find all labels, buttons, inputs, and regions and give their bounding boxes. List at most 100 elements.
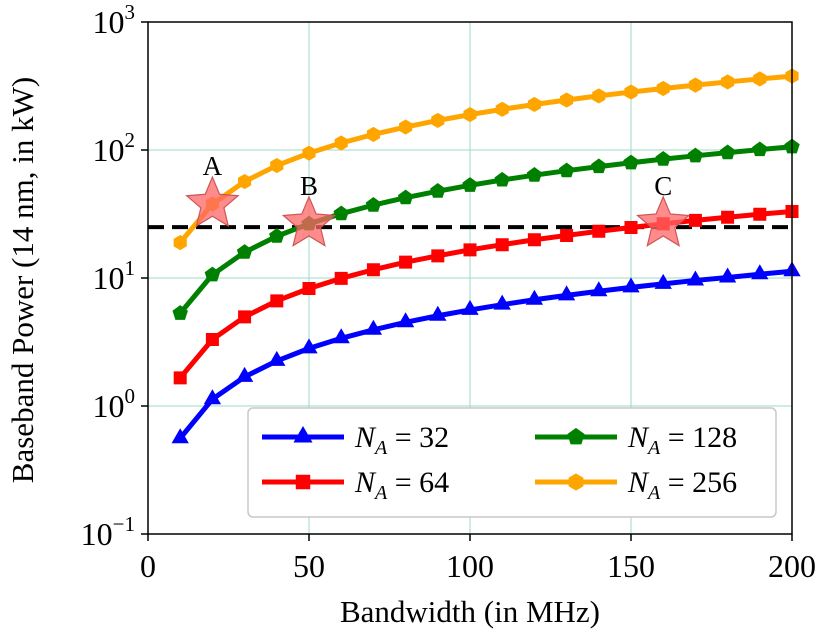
annotation-star: [185, 175, 240, 228]
legend-swatch-marker: [295, 474, 311, 490]
y-tick-label: 10−1: [81, 512, 135, 552]
data-point: [334, 271, 348, 285]
data-point: [752, 141, 768, 157]
data-point: [396, 312, 415, 328]
data-point: [364, 319, 383, 335]
data-point: [461, 299, 479, 315]
data-point: [688, 213, 702, 227]
legend-item: NA = 32: [262, 421, 449, 459]
data-point: [238, 310, 252, 324]
data-point: [268, 350, 286, 366]
legend-swatch-marker: [293, 425, 313, 443]
data-point: [526, 167, 543, 182]
annotation-star: [636, 195, 691, 247]
data-point: [270, 294, 284, 308]
axis-ticks: 0 50 100 150 200 10−1 100 101 102 103: [81, 0, 816, 584]
data-point: [302, 281, 316, 295]
data-point: [173, 371, 187, 385]
data-point: [333, 205, 349, 221]
data-point: [624, 221, 638, 235]
data-point: [688, 77, 702, 93]
data-point: [560, 228, 574, 242]
data-point: [332, 328, 350, 344]
data-point: [560, 92, 574, 108]
data-point: [721, 210, 735, 224]
legend: NA = 32 NA = 128 NA = 64 NA = 256: [247, 407, 777, 518]
legend-label: NA = 128: [627, 421, 737, 459]
data-point: [495, 238, 509, 252]
legend-item: NA = 128: [535, 421, 737, 459]
data-point: [590, 281, 608, 297]
data-point: [655, 151, 671, 166]
y-tick-label: 103: [93, 0, 136, 40]
data-point: [463, 243, 477, 257]
data-point: [525, 289, 544, 305]
data-point: [205, 332, 219, 346]
data-point: [397, 189, 414, 205]
data-point: [366, 126, 380, 143]
data-point: [751, 264, 769, 280]
data-point: [656, 80, 670, 97]
x-tick-label: 200: [768, 548, 816, 584]
data-point: [236, 244, 253, 259]
data-point: [235, 366, 254, 382]
data-point: [429, 305, 447, 321]
annotation-label: C: [654, 171, 672, 201]
x-tick-label: 100: [446, 548, 494, 584]
data-point: [558, 162, 575, 178]
legend-item: NA = 64: [262, 466, 449, 504]
y-tick-label: 102: [93, 128, 136, 168]
data-point: [365, 197, 382, 212]
data-point: [270, 157, 284, 174]
annotation-layer: A B C: [185, 151, 691, 247]
legend-label: NA = 32: [354, 421, 449, 459]
data-point: [204, 266, 221, 282]
series-4: [173, 68, 799, 251]
data-point: [171, 428, 189, 444]
data-point: [753, 71, 767, 87]
data-point: [463, 107, 477, 123]
data-point: [462, 177, 478, 192]
data-point: [686, 270, 705, 286]
data-point: [624, 84, 638, 100]
y-tick-label: 101: [93, 256, 136, 296]
data-point: [430, 183, 446, 198]
data-point: [366, 263, 380, 277]
data-point: [269, 228, 285, 243]
legend-label: NA = 64: [354, 466, 449, 504]
data-point: [721, 74, 735, 90]
data-point: [203, 389, 222, 405]
data-point: [334, 135, 348, 151]
y-axis-title: Baseband Power (14 nm, in kW): [5, 77, 40, 483]
data-point: [654, 273, 672, 289]
data-point: [399, 255, 413, 269]
data-point: [300, 338, 318, 354]
annotation-label: A: [203, 151, 223, 181]
data-point: [173, 235, 187, 251]
data-point: [493, 294, 511, 310]
data-point: [238, 173, 252, 190]
data-point: [431, 112, 445, 129]
legend-swatch-marker: [568, 473, 584, 491]
data-point: [431, 249, 445, 263]
data-point: [399, 119, 413, 135]
x-tick-label: 50: [293, 548, 325, 584]
legend-label: NA = 256: [627, 466, 737, 504]
legend-box: [247, 407, 777, 518]
data-point: [687, 147, 704, 163]
data-point: [591, 158, 607, 174]
data-point: [622, 277, 640, 293]
y-tick-label: 100: [93, 384, 136, 424]
series-1: [171, 261, 801, 444]
data-point: [719, 144, 736, 160]
data-point: [527, 96, 541, 113]
data-point: [302, 145, 316, 161]
data-point: [753, 207, 767, 221]
legend-swatch-marker: [567, 427, 585, 445]
data-point: [623, 154, 639, 170]
legend-item: NA = 256: [535, 466, 737, 504]
series-2: [173, 204, 799, 385]
annotation-label: B: [300, 171, 318, 201]
